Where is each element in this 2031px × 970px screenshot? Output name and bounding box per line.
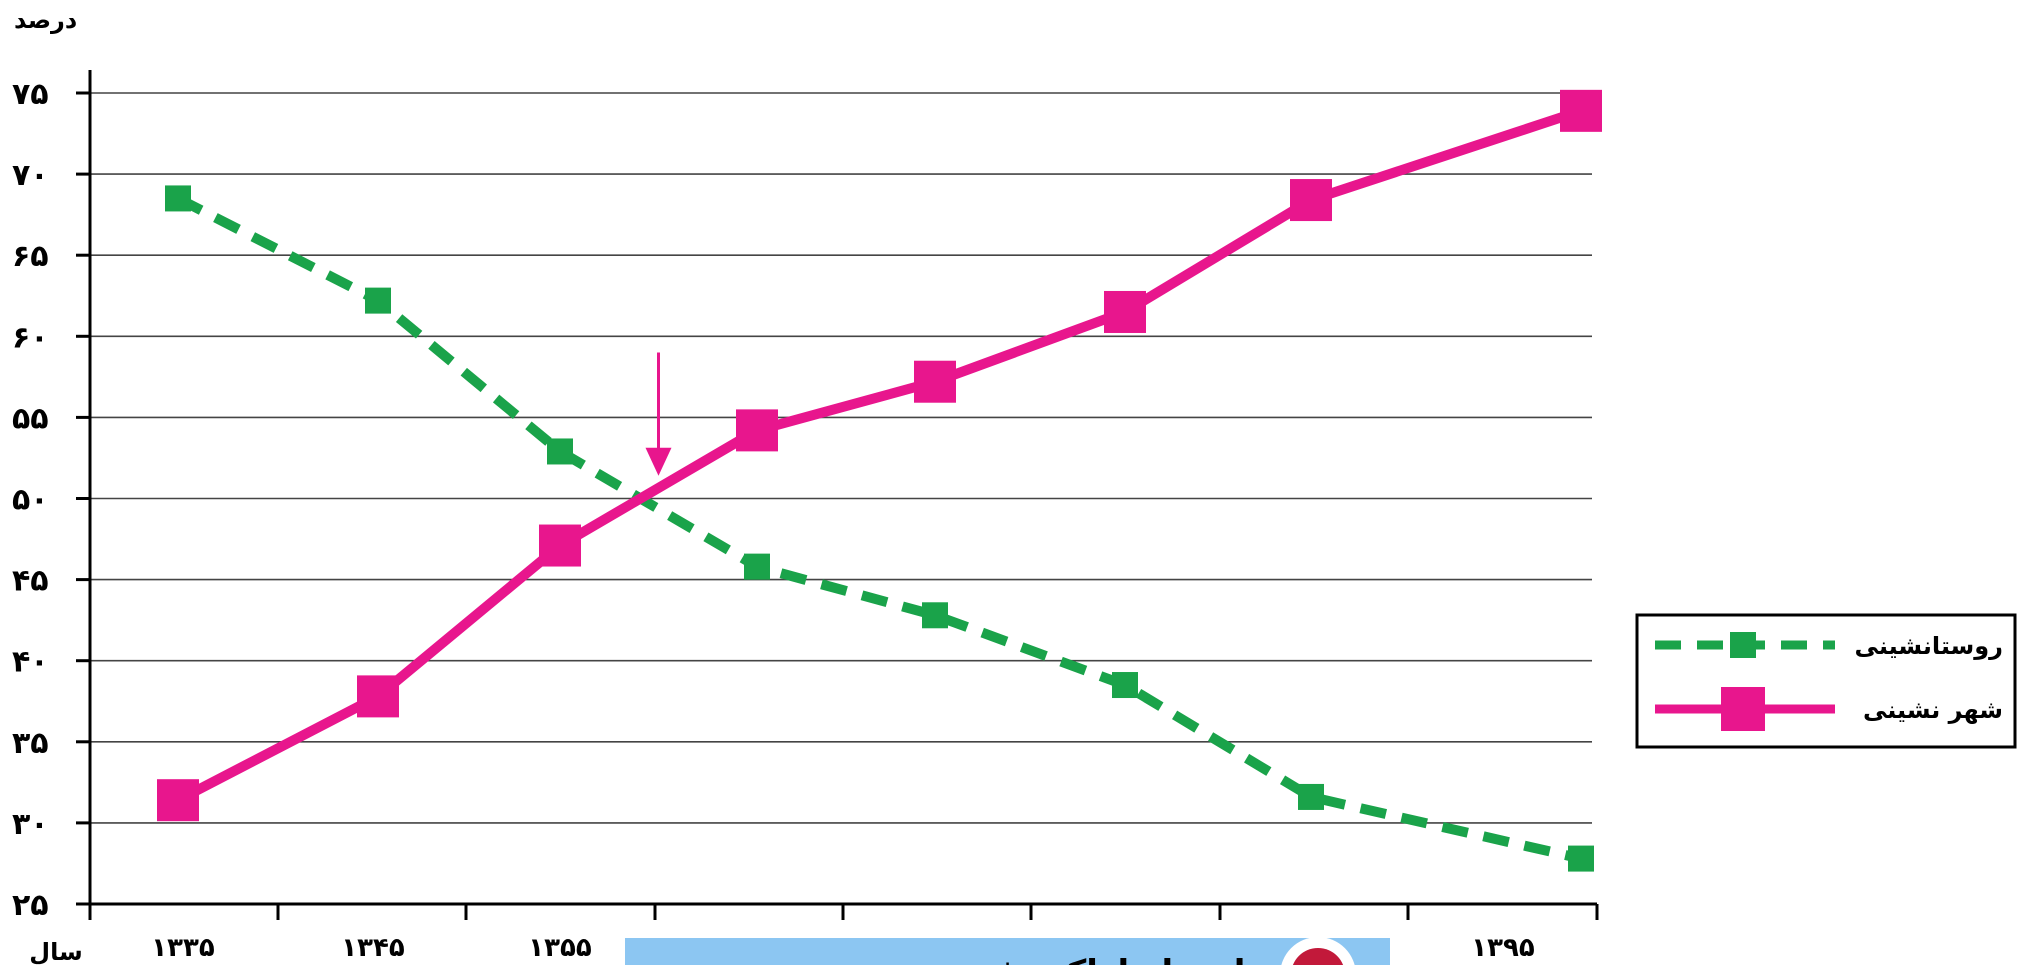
x-tick-label: ۱۳۴۵ bbox=[341, 933, 405, 963]
x-tick-label: ۱۳۹۵ bbox=[1471, 933, 1535, 963]
y-tick-label: ۳۰ bbox=[12, 807, 49, 842]
axes bbox=[76, 70, 1599, 920]
y-tick-label: ۳۵ bbox=[12, 726, 49, 761]
watermark-text: سایت اندازاکت فنی bbox=[948, 953, 1280, 965]
data-point bbox=[165, 185, 191, 212]
x-tick-label: ۱۳۵۵ bbox=[528, 933, 592, 963]
gridlines bbox=[90, 92, 1592, 905]
data-point bbox=[1568, 845, 1594, 872]
y-tick-label: ۲۵ bbox=[12, 888, 49, 923]
y-tick-label: ۵۰ bbox=[12, 483, 49, 518]
series-line-1 bbox=[175, 106, 1583, 805]
data-point bbox=[914, 360, 956, 403]
data-point bbox=[1290, 179, 1332, 222]
legend-swatch-marker bbox=[1730, 632, 1756, 658]
y-axis-title: درصد bbox=[14, 6, 77, 34]
data-point bbox=[1112, 672, 1138, 699]
x-axis-title: سال bbox=[29, 938, 82, 965]
y-tick-label: ۶۵ bbox=[12, 239, 49, 274]
series-group bbox=[157, 89, 1602, 872]
annotations bbox=[645, 352, 672, 476]
annotation-arrow-head bbox=[645, 447, 672, 476]
tick-labels: ۲۵ ۳۰ ۳۵ ۴۰ ۴۵ ۵۰ ۵۵ ۶۰ ۶۵ ۷۰ ۷۵ ۱۳۳۵ ۱۳۴۵ ۱۳۵۵ ۱۳۹۵ در… bbox=[12, 6, 1535, 966]
watermark-banner bbox=[625, 938, 1390, 965]
data-point bbox=[922, 602, 948, 629]
data-point bbox=[1560, 89, 1602, 132]
watermark: سایت اندازاکت فنی bbox=[625, 937, 1390, 970]
y-tick-label: ۷۵ bbox=[12, 77, 49, 112]
legend-box bbox=[1635, 613, 2017, 749]
data-point bbox=[547, 438, 573, 465]
data-point bbox=[357, 675, 399, 718]
legend-label: روستانشینی bbox=[1855, 632, 2003, 660]
legend-swatch-marker bbox=[1721, 687, 1765, 731]
y-tick-label: ۶۰ bbox=[12, 320, 49, 355]
data-point bbox=[365, 287, 391, 314]
data-point bbox=[1104, 290, 1146, 333]
data-point bbox=[744, 553, 770, 580]
legend-label: شهر نشینی bbox=[1863, 696, 2003, 724]
x-tick-label: ۱۳۳۵ bbox=[151, 933, 215, 963]
y-tick-label: ۴۵ bbox=[12, 564, 49, 599]
y-tick-label: ۵۵ bbox=[12, 401, 49, 436]
series-line-0 bbox=[175, 193, 1583, 864]
y-tick-label: ۷۰ bbox=[12, 158, 49, 193]
legend: روستانشینی شهر نشینی bbox=[1635, 613, 2017, 749]
data-point bbox=[1298, 783, 1324, 810]
data-point bbox=[736, 409, 778, 452]
data-point bbox=[539, 524, 581, 567]
y-tick-label: ۴۰ bbox=[12, 645, 49, 680]
data-point bbox=[157, 779, 199, 822]
